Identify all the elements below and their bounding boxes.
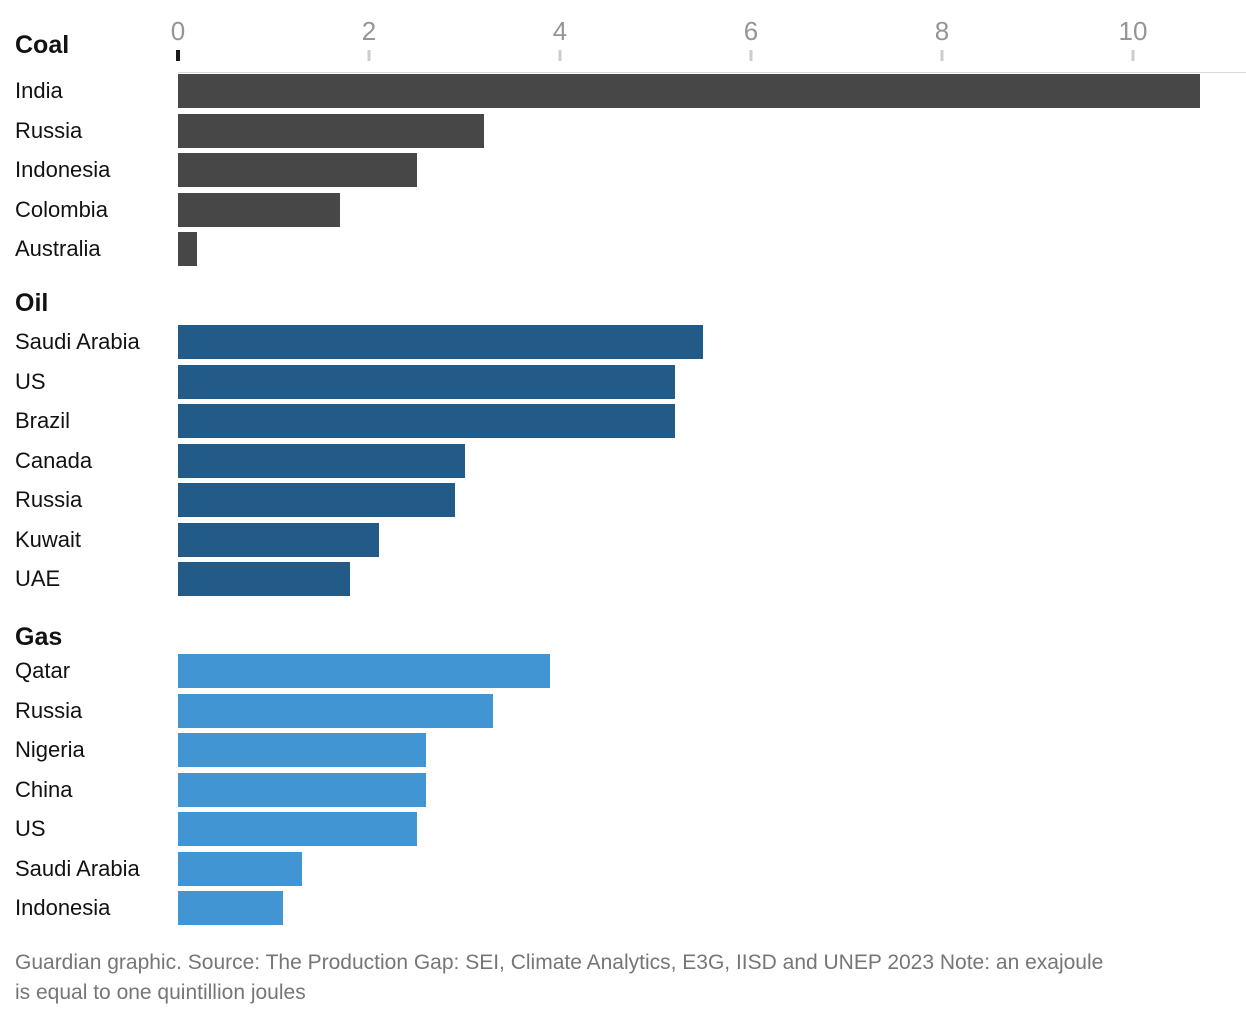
section-header-oil: Oil xyxy=(15,289,49,317)
axis-tick-label: 10 xyxy=(1118,16,1148,46)
bar-oil-canada xyxy=(178,443,465,478)
bar-gas-china xyxy=(178,772,427,807)
bar-oil-saudi-arabia xyxy=(178,325,704,359)
row-label-gas-qatar: Qatar xyxy=(15,658,71,683)
bar-gas-saudi-arabia xyxy=(178,851,303,886)
row-label-oil-kuwait: Kuwait xyxy=(15,526,82,552)
axis-tick-mark xyxy=(749,50,753,61)
section-header-gas: Gas xyxy=(15,623,63,651)
row-label-gas-china: China xyxy=(15,776,73,802)
bar-oil-brazil xyxy=(178,404,675,438)
bar-coal-russia xyxy=(178,113,484,148)
source-note: Guardian graphic. Source: The Production… xyxy=(15,951,1104,1004)
row-label-oil-saudi-arabia: Saudi Arabia xyxy=(15,329,140,354)
bar-coal-india xyxy=(178,74,1200,108)
bar-gas-us xyxy=(178,812,417,846)
axis-tick-label: 8 xyxy=(934,16,950,46)
axis-tick-mark xyxy=(1131,50,1135,61)
section-header-coal: Coal xyxy=(15,31,70,59)
bar-coal-australia xyxy=(178,232,198,266)
row-label-coal-australia: Australia xyxy=(15,236,101,261)
bar-gas-indonesia xyxy=(178,891,284,925)
row-label-oil-canada: Canada xyxy=(15,447,93,473)
bar-gas-nigeria xyxy=(178,733,427,767)
row-label-gas-indonesia: Indonesia xyxy=(15,895,111,920)
bar-oil-russia xyxy=(178,483,455,517)
row-label-coal-indonesia: Indonesia xyxy=(15,157,111,182)
axis-tick-label: 6 xyxy=(743,16,759,46)
row-label-coal-russia: Russia xyxy=(15,117,83,143)
axis-tick-label: 0 xyxy=(170,16,186,46)
row-label-oil-russia: Russia xyxy=(15,487,83,512)
row-label-gas-saudi-arabia: Saudi Arabia xyxy=(15,855,140,881)
axis-tick-mark xyxy=(367,50,371,61)
axis-tick-mark xyxy=(176,50,180,61)
row-label-gas-nigeria: Nigeria xyxy=(15,737,85,762)
bar-oil-uae xyxy=(178,562,350,596)
row-label-oil-uae: UAE xyxy=(15,566,61,591)
bar-gas-russia xyxy=(178,693,494,728)
axis-baseline xyxy=(178,72,1246,73)
axis-tick-label: 4 xyxy=(552,16,568,46)
bar-gas-qatar xyxy=(178,654,551,688)
row-label-oil-us: US xyxy=(15,368,46,394)
row-label-oil-brazil: Brazil xyxy=(15,408,71,433)
axis-tick-mark xyxy=(940,50,944,61)
bar-oil-us xyxy=(178,364,675,399)
row-label-coal-colombia: Colombia xyxy=(15,196,108,222)
row-label-gas-russia: Russia xyxy=(15,697,83,723)
bar-oil-kuwait xyxy=(178,522,379,557)
bar-coal-colombia xyxy=(178,192,341,227)
bar-coal-indonesia xyxy=(178,153,417,187)
axis-tick-mark xyxy=(558,50,562,61)
row-label-gas-us: US xyxy=(15,816,46,841)
axis-tick-label: 2 xyxy=(361,16,377,46)
row-label-coal-india: India xyxy=(15,78,63,103)
